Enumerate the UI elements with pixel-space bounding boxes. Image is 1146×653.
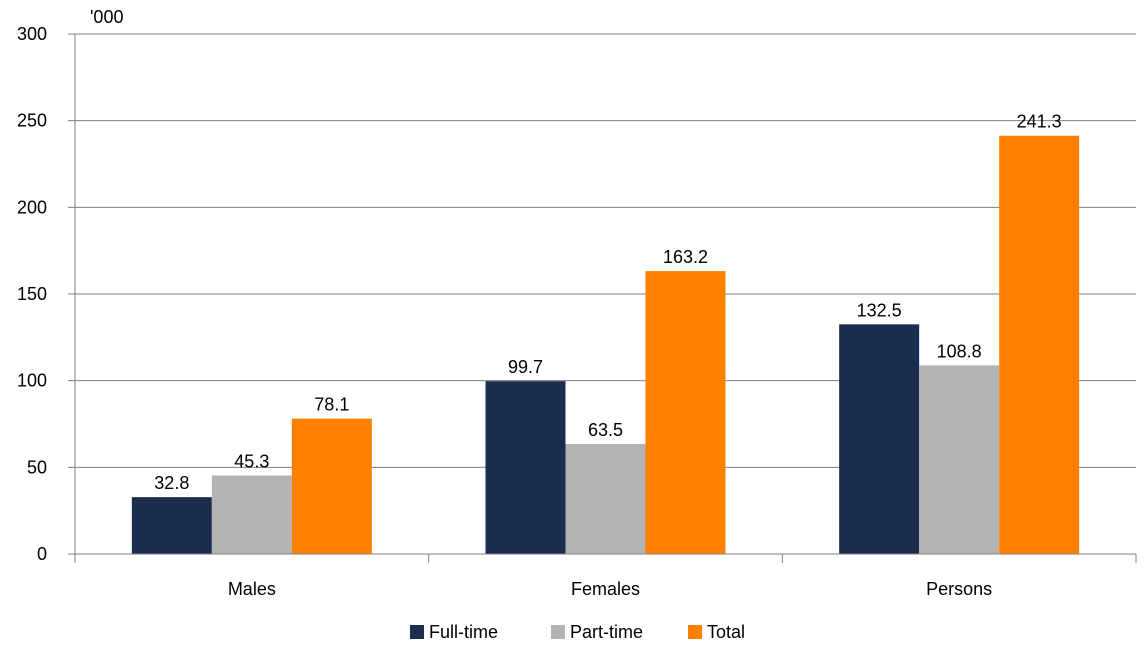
- y-tick-label: 300: [17, 24, 47, 44]
- legend: Full-time Part-time Total: [410, 622, 745, 642]
- data-label: 163.2: [663, 247, 708, 267]
- x-axis: Males Females Persons: [74, 553, 1137, 599]
- x-category-label: Persons: [926, 579, 992, 599]
- x-category-label: Males: [228, 579, 276, 599]
- x-category-label: Females: [571, 579, 640, 599]
- bar-full-time-females: [485, 381, 566, 554]
- y-tick-label: 50: [27, 457, 47, 477]
- bar-total-females: [645, 271, 726, 554]
- legend-swatch: [410, 625, 424, 639]
- data-label: 45.3: [234, 451, 269, 471]
- data-label: 132.5: [857, 300, 902, 320]
- data-label: 78.1: [314, 395, 349, 415]
- bar-full-time-persons: [839, 324, 920, 554]
- data-label: 99.7: [508, 357, 543, 377]
- legend-label: Full-time: [429, 622, 498, 642]
- legend-swatch: [551, 625, 565, 639]
- y-unit-label: '000: [90, 7, 123, 27]
- data-label: 241.3: [1017, 112, 1062, 132]
- data-label: 63.5: [588, 420, 623, 440]
- legend-swatch: [688, 625, 702, 639]
- bars: [131, 135, 1080, 554]
- bar-part-time-females: [565, 443, 646, 554]
- legend-label: Part-time: [570, 622, 643, 642]
- bar-full-time-males: [131, 497, 212, 554]
- y-tick-label: 0: [37, 544, 47, 564]
- bar-total-persons: [999, 135, 1080, 554]
- y-tick-label: 150: [17, 284, 47, 304]
- data-label: 32.8: [154, 473, 189, 493]
- y-tick-label: 250: [17, 111, 47, 131]
- legend-label: Total: [707, 622, 745, 642]
- y-tick-label: 100: [17, 371, 47, 391]
- y-axis-ticks: 0 50 100 150 200 250 300: [17, 24, 76, 564]
- data-labels: 32.8 99.7 132.5 45.3 63.5 108.8 78.1 163.2 241.3: [154, 112, 1061, 493]
- bar-part-time-males: [211, 475, 292, 554]
- bar-part-time-persons: [919, 365, 1000, 554]
- data-label: 108.8: [937, 341, 982, 361]
- bar-total-males: [291, 418, 372, 554]
- y-tick-label: 200: [17, 197, 47, 217]
